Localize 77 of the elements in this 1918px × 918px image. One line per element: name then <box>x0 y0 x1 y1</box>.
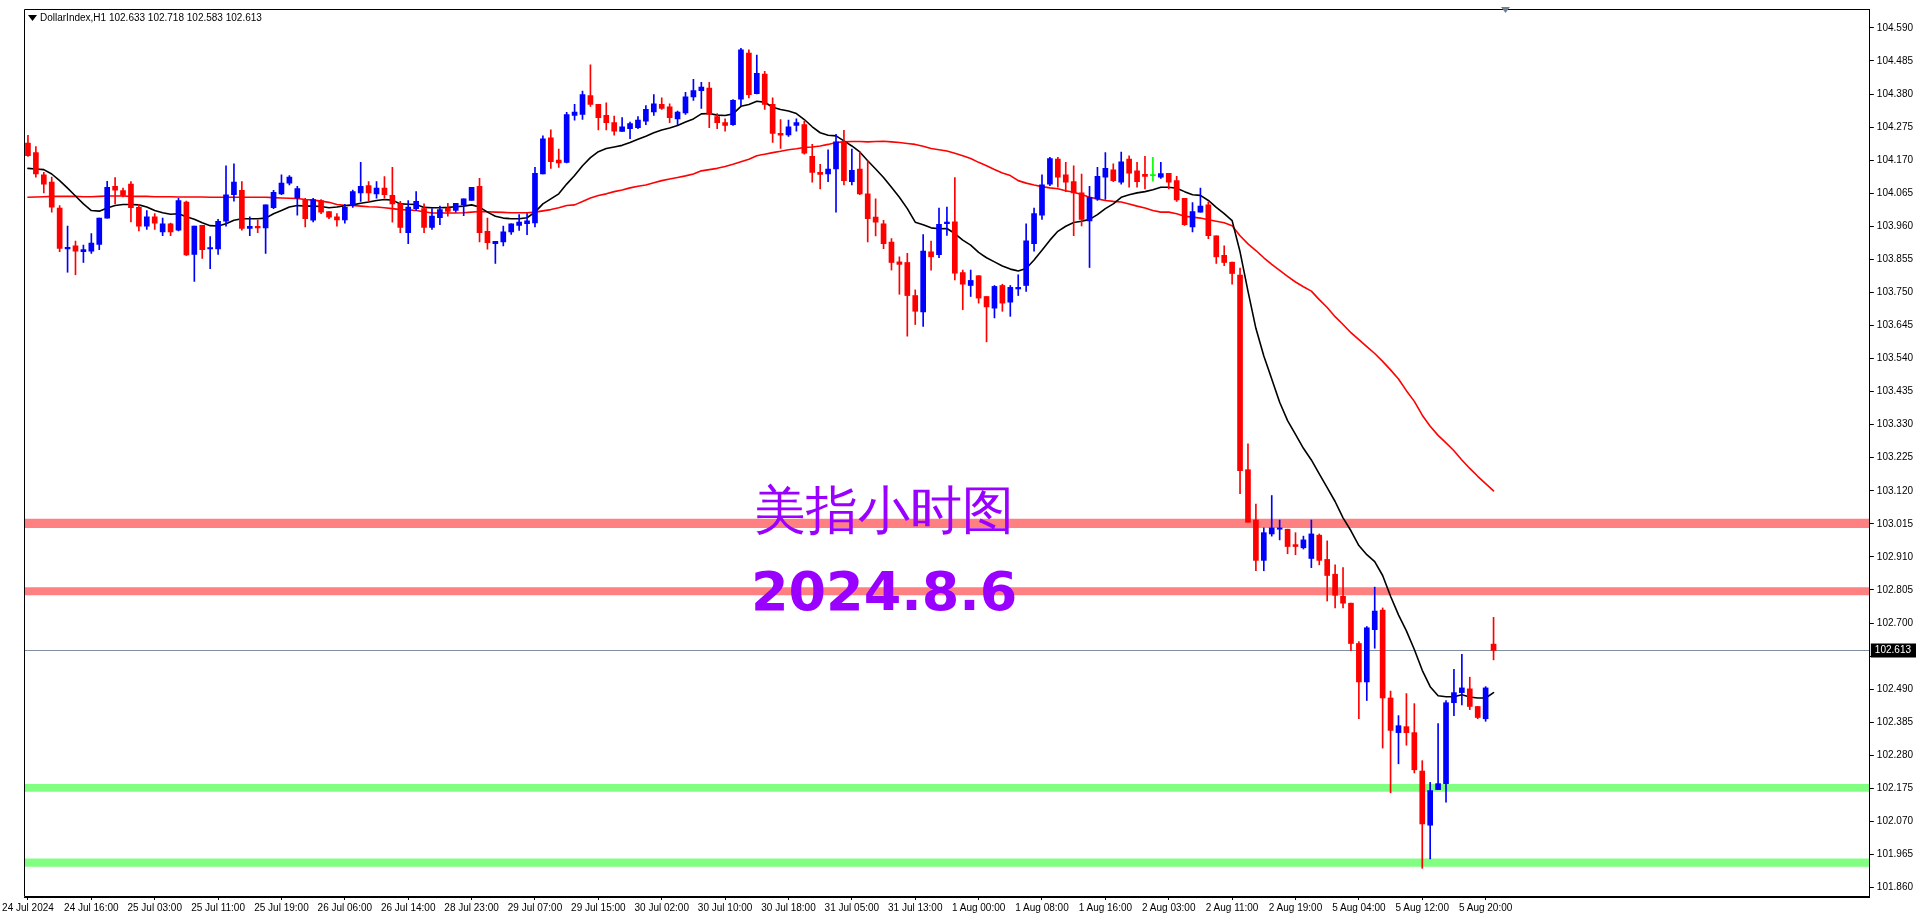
x-tick-label: 5 Aug 04:00 <box>1332 901 1386 913</box>
candlestick <box>944 206 950 236</box>
x-tick-label: 1 Aug 16:00 <box>1078 901 1133 913</box>
y-tick-label: 101.860 <box>1876 881 1914 893</box>
x-tick-label: 2 Aug 11:00 <box>1205 901 1259 913</box>
x-tick-label: 25 Jul 03:00 <box>127 901 183 913</box>
ref-line-label: 102.613 <box>1874 644 1912 656</box>
y-tick-label: 104.065 <box>1876 186 1914 198</box>
x-tick-label: 26 Jul 14:00 <box>380 901 436 913</box>
candlestick <box>516 214 522 231</box>
candlestick <box>1459 653 1465 706</box>
y-tick-label: 102.175 <box>1876 782 1914 794</box>
candlestick <box>1268 495 1275 537</box>
x-tick-label: 30 Jul 18:00 <box>761 901 817 913</box>
candlestick <box>254 219 261 233</box>
candlestick <box>112 177 118 205</box>
x-tick-label: 2 Aug 19:00 <box>1268 901 1323 913</box>
y-tick-label: 101.965 <box>1876 848 1914 860</box>
y-tick-label: 102.910 <box>1876 550 1914 562</box>
x-tick-label: 1 Aug 00:00 <box>951 901 1006 913</box>
x-tick-label: 31 Jul 05:00 <box>824 901 880 913</box>
y-tick-label: 104.485 <box>1876 54 1914 66</box>
y-tick-label: 102.280 <box>1876 749 1914 761</box>
candlestick <box>357 162 364 202</box>
candlestick <box>1150 156 1156 182</box>
candlestick <box>1340 567 1346 609</box>
y-tick-label: 103.750 <box>1876 286 1914 298</box>
y-tick-label: 102.070 <box>1876 815 1914 827</box>
x-tick-label: 28 Jul 23:00 <box>444 901 500 913</box>
x-tick-label: 29 Jul 15:00 <box>571 901 627 913</box>
y-tick-label: 103.015 <box>1876 517 1914 529</box>
candlestick <box>1435 723 1441 790</box>
y-tick-label: 103.435 <box>1876 385 1914 397</box>
candlestick <box>1157 162 1164 179</box>
x-tick-label: 5 Aug 20:00 <box>1458 901 1513 913</box>
x-tick-label: 29 Jul 07:00 <box>507 901 563 913</box>
candlestick <box>524 213 530 236</box>
annotation: 2024.8.6 <box>750 560 1018 623</box>
y-tick-label: 103.960 <box>1876 220 1914 232</box>
candlestick <box>1070 165 1077 237</box>
candlestick <box>967 269 974 297</box>
y-tick-label: 102.385 <box>1876 715 1914 727</box>
candlestick <box>555 148 562 168</box>
x-tick-label: 30 Jul 02:00 <box>634 901 690 913</box>
y-tick-label: 103.120 <box>1876 484 1914 496</box>
y-tick-label: 104.170 <box>1876 153 1914 165</box>
candlestick <box>207 236 213 270</box>
x-tick-label: 30 Jul 10:00 <box>697 901 753 913</box>
candlestick <box>246 216 253 237</box>
candlestick <box>1015 274 1022 296</box>
y-tick-label: 104.380 <box>1876 87 1914 99</box>
y-tick-label: 104.590 <box>1876 21 1914 33</box>
candlestick <box>1142 156 1148 190</box>
candlestick <box>817 163 823 190</box>
y-tick-label: 102.490 <box>1876 682 1914 694</box>
chart-title: DollarIndex,H1 102.633 102.718 102.583 102.613 <box>40 11 263 23</box>
x-tick-label: 25 Jul 11:00 <box>191 901 246 913</box>
x-tick-label: 24 Jul 2024 <box>2 901 55 913</box>
x-tick-label: 1 Aug 08:00 <box>1015 901 1070 913</box>
x-tick-label: 2 Aug 03:00 <box>1142 901 1196 913</box>
x-tick-label: 31 Jul 13:00 <box>887 901 943 913</box>
y-tick-label: 103.645 <box>1876 319 1914 331</box>
x-tick-label: 5 Aug 12:00 <box>1395 901 1450 913</box>
y-tick-label: 102.805 <box>1876 583 1914 595</box>
y-tick-label: 103.330 <box>1876 418 1914 430</box>
candlestick <box>1451 669 1457 716</box>
x-tick-label: 25 Jul 19:00 <box>254 901 310 913</box>
y-tick-label: 103.540 <box>1876 352 1914 364</box>
y-tick-label: 103.225 <box>1876 451 1914 463</box>
y-tick-label: 104.275 <box>1876 120 1914 132</box>
annotation: 美指小时图 <box>754 479 1015 540</box>
y-tick-label: 102.700 <box>1876 616 1914 628</box>
candlestick <box>928 240 934 271</box>
candlestick <box>825 149 831 182</box>
x-tick-label: 24 Jul 16:00 <box>64 901 120 913</box>
y-tick-label: 103.855 <box>1876 253 1914 265</box>
x-tick-label: 26 Jul 06:00 <box>317 901 373 913</box>
